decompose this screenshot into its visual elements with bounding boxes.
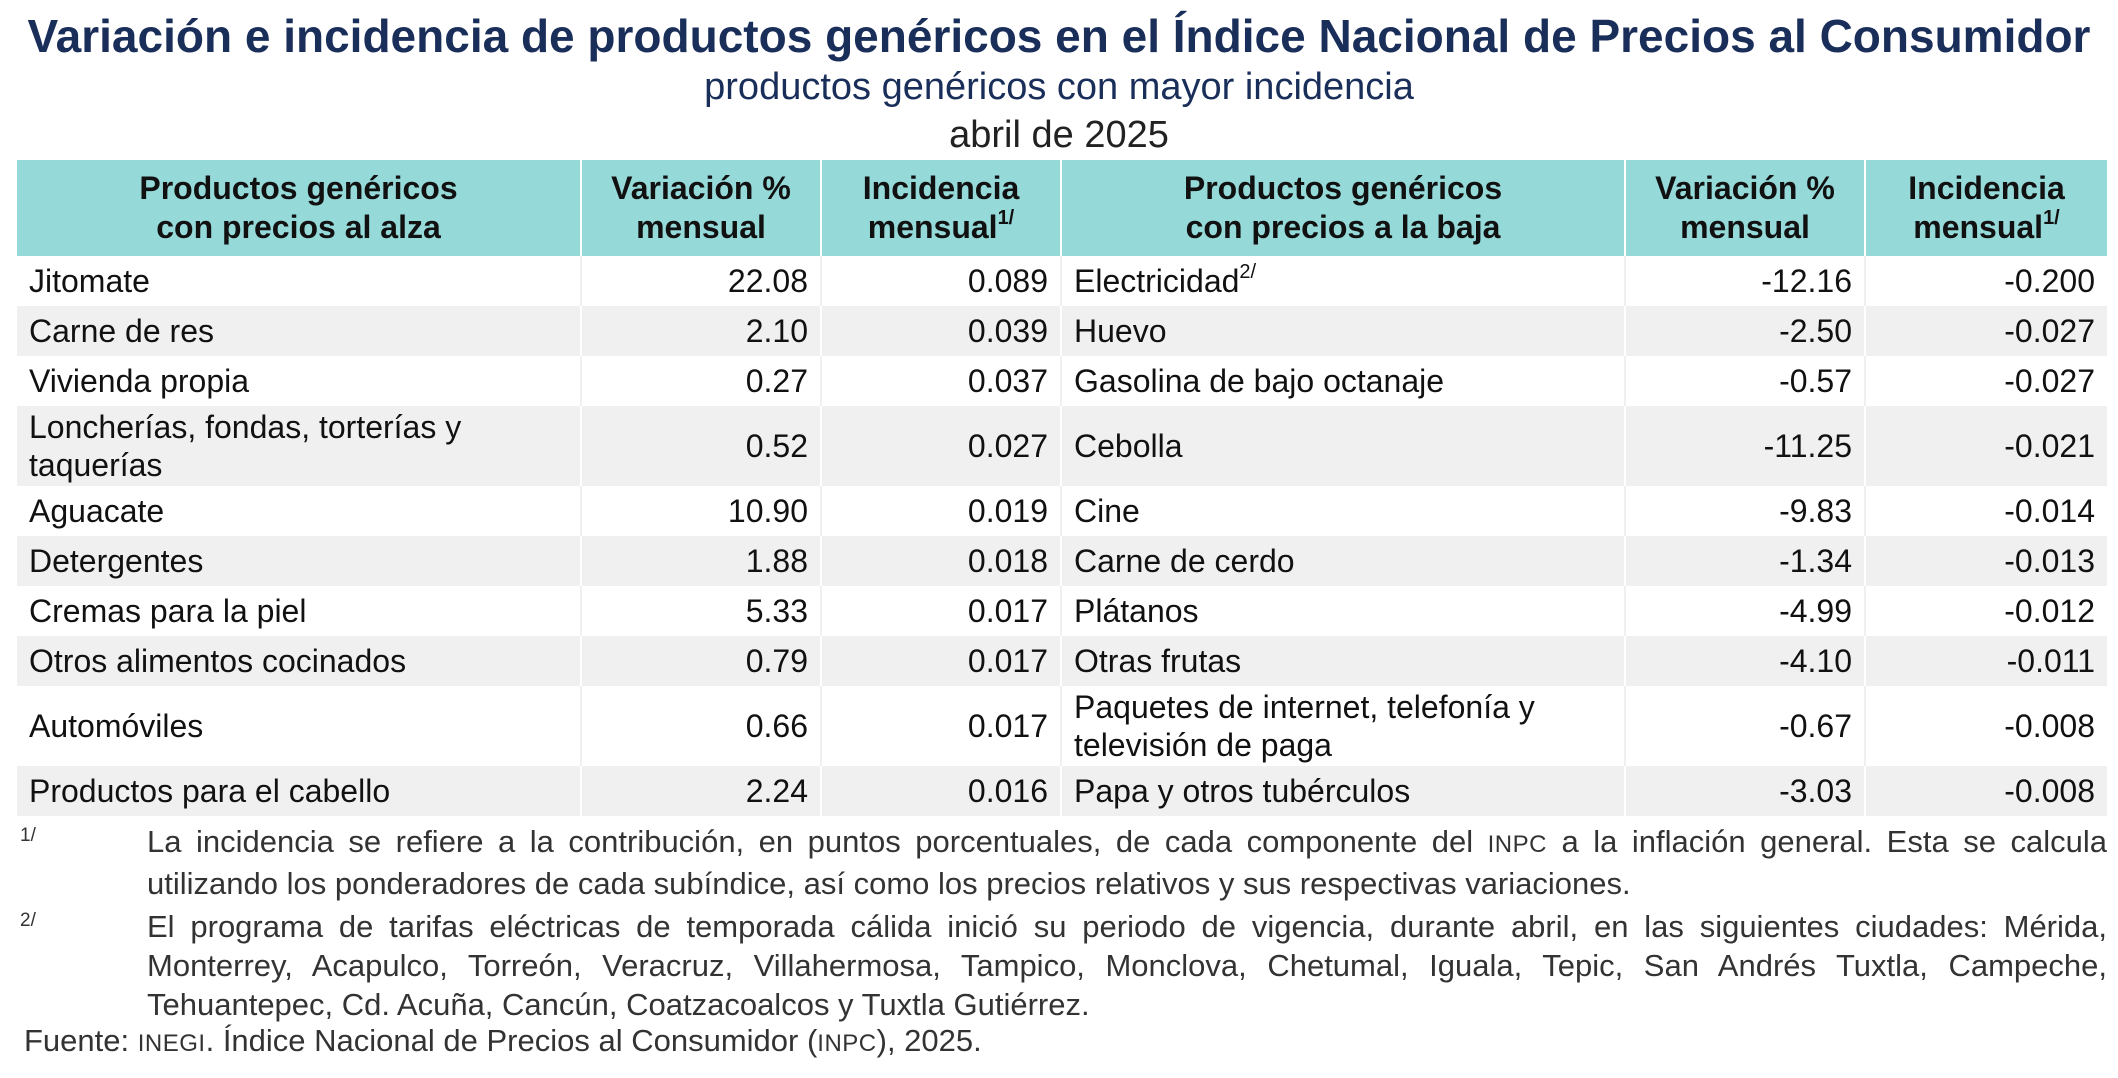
- down-incidence: -0.011: [1864, 636, 2107, 686]
- up-incidence: 0.016: [820, 766, 1061, 816]
- footnote-mark: 2/: [20, 910, 36, 931]
- table-header-row: Productos genéricos con precios al alza …: [17, 160, 2107, 256]
- up-product-name: Vivienda propia: [17, 356, 581, 406]
- up-incidence: 0.027: [820, 406, 1061, 486]
- up-product-name: Automóviles: [17, 686, 581, 766]
- col-header-up-variation: Variación % mensual: [580, 160, 821, 256]
- up-product-name: Otros alimentos cocinados: [17, 636, 581, 686]
- down-product-name: Carne de cerdo: [1060, 536, 1625, 586]
- footnote-1: 1/ La incidencia se refiere a la contrib…: [17, 822, 2107, 903]
- footnote-mark: 1/: [20, 825, 36, 846]
- down-variation: -3.03: [1624, 766, 1865, 816]
- footnote-ref: 2/: [1239, 261, 1257, 284]
- down-product-name: Cebolla: [1060, 406, 1625, 486]
- up-product-name: Cremas para la piel: [17, 586, 581, 636]
- down-product-name: Electricidad2/: [1060, 256, 1625, 306]
- down-variation: -2.50: [1624, 306, 1865, 356]
- table-row: Cremas para la piel 5.33 0.017 Plátanos …: [17, 586, 2107, 636]
- down-product-name: Plátanos: [1060, 586, 1625, 636]
- down-variation: -12.16: [1624, 256, 1865, 306]
- down-variation: -0.57: [1624, 356, 1865, 406]
- up-variation: 22.08: [580, 256, 821, 306]
- down-incidence: -0.013: [1864, 536, 2107, 586]
- source-line: Fuente: INEGI. Índice Nacional de Precio…: [24, 1023, 982, 1058]
- footnote-ref: 1/: [2043, 207, 2060, 230]
- up-incidence: 0.039: [820, 306, 1061, 356]
- up-variation: 1.88: [580, 536, 821, 586]
- down-incidence: -0.021: [1864, 406, 2107, 486]
- up-incidence: 0.017: [820, 686, 1061, 766]
- up-incidence: 0.089: [820, 256, 1061, 306]
- down-variation: -0.67: [1624, 686, 1865, 766]
- period-label: abril de 2025: [949, 114, 1169, 156]
- down-product-name: Paquetes de internet, telefonía y televis…: [1060, 686, 1625, 766]
- down-product-name: Otras frutas: [1060, 636, 1625, 686]
- up-variation: 0.66: [580, 686, 821, 766]
- inpc-abbr: INPC: [817, 1030, 877, 1057]
- up-incidence: 0.019: [820, 486, 1061, 536]
- down-incidence: -0.027: [1864, 306, 2107, 356]
- down-variation: -4.99: [1624, 586, 1865, 636]
- up-product-name: Productos para el cabello: [17, 766, 581, 816]
- down-incidence: -0.027: [1864, 356, 2107, 406]
- table-row: Vivienda propia 0.27 0.037 Gasolina de b…: [17, 356, 2107, 406]
- footnotes: 1/ La incidencia se refiere a la contrib…: [17, 822, 2107, 1024]
- down-product-name: Gasolina de bajo octanaje: [1060, 356, 1625, 406]
- up-variation: 0.52: [580, 406, 821, 486]
- up-variation: 2.24: [580, 766, 821, 816]
- down-incidence: -0.012: [1864, 586, 2107, 636]
- down-product-name: Huevo: [1060, 306, 1625, 356]
- up-product-name: Aguacate: [17, 486, 581, 536]
- down-product-name: Papa y otros tubérculos: [1060, 766, 1625, 816]
- down-incidence: -0.014: [1864, 486, 2107, 536]
- down-variation: -11.25: [1624, 406, 1865, 486]
- up-incidence: 0.017: [820, 586, 1061, 636]
- up-variation: 5.33: [580, 586, 821, 636]
- up-incidence: 0.017: [820, 636, 1061, 686]
- up-incidence: 0.037: [820, 356, 1061, 406]
- col-header-up-incidence: Incidencia mensual1/: [820, 160, 1061, 256]
- table-row: Detergentes 1.88 0.018 Carne de cerdo -1…: [17, 536, 2107, 586]
- col-header-down-variation: Variación % mensual: [1624, 160, 1865, 256]
- table-row: Productos para el cabello 2.24 0.016 Pap…: [17, 766, 2107, 816]
- footnote-2: 2/ El programa de tarifas eléctricas de …: [17, 907, 2107, 1024]
- down-variation: -4.10: [1624, 636, 1865, 686]
- down-incidence: -0.008: [1864, 686, 2107, 766]
- page-subtitle: productos genéricos con mayor incidencia: [704, 66, 1414, 108]
- incidence-table: Productos genéricos con precios al alza …: [17, 160, 2107, 816]
- down-variation: -9.83: [1624, 486, 1865, 536]
- inpc-abbr: INPC: [1487, 831, 1547, 858]
- up-variation: 2.10: [580, 306, 821, 356]
- down-variation: -1.34: [1624, 536, 1865, 586]
- down-incidence: -0.008: [1864, 766, 2107, 816]
- col-header-down-incidence: Incidencia mensual1/: [1864, 160, 2107, 256]
- up-variation: 0.27: [580, 356, 821, 406]
- down-product-name: Cine: [1060, 486, 1625, 536]
- table-row: Carne de res 2.10 0.039 Huevo -2.50 -0.0…: [17, 306, 2107, 356]
- table-row: Automóviles 0.66 0.017 Paquetes de inter…: [17, 686, 2107, 766]
- up-product-name: Jitomate: [17, 256, 581, 306]
- table-row: Jitomate 22.08 0.089 Electricidad2/ -12.…: [17, 256, 2107, 306]
- up-variation: 0.79: [580, 636, 821, 686]
- up-product-name: Carne de res: [17, 306, 581, 356]
- table-row: Aguacate 10.90 0.019 Cine -9.83 -0.014: [17, 486, 2107, 536]
- col-header-up-name: Productos genéricos con precios al alza: [17, 160, 581, 256]
- up-incidence: 0.018: [820, 536, 1061, 586]
- page-title: Variación e incidencia de productos gené…: [27, 10, 2091, 62]
- up-product-name: Detergentes: [17, 536, 581, 586]
- col-header-down-name: Productos genéricos con precios a la baj…: [1060, 160, 1625, 256]
- table-row: Loncherías, fondas, torterías y taquerías…: [17, 406, 2107, 486]
- table-row: Otros alimentos cocinados 0.79 0.017 Otr…: [17, 636, 2107, 686]
- up-variation: 10.90: [580, 486, 821, 536]
- inegi-abbr: INEGI: [137, 1030, 206, 1057]
- footnote-ref: 1/: [997, 207, 1015, 230]
- down-incidence: -0.200: [1864, 256, 2107, 306]
- up-product-name: Loncherías, fondas, torterías y taquerías: [17, 406, 581, 486]
